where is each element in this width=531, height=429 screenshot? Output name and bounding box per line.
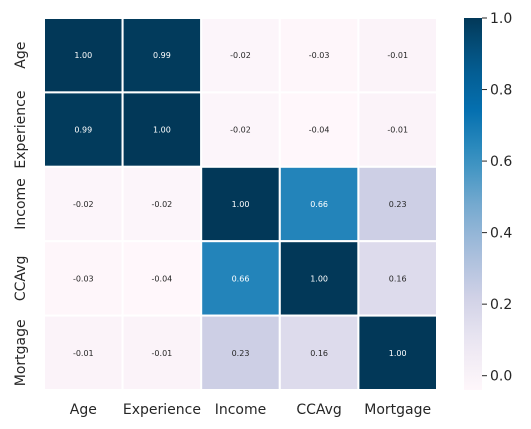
y-tick-label-3: CCAvg	[13, 256, 29, 301]
colorbar: 0.0 0.2 0.4 0.6 0.8 1.0	[464, 11, 512, 390]
colorbar-tick-label-4: 0.8	[490, 83, 512, 99]
x-tick-label-2: Income	[215, 402, 267, 418]
colorbar-gradient	[464, 18, 482, 390]
heatmap-cell-0-1	[121, 17, 203, 94]
heatmap-cell-label-4-4: 1.00	[389, 349, 407, 358]
heatmap-cell-3-4	[357, 240, 438, 317]
heatmap-cell-label-0-4: -0.01	[387, 51, 408, 60]
heatmap-cell-label-0-2: -0.02	[230, 51, 251, 60]
heatmap-cell-label-3-3: 1.00	[310, 274, 328, 283]
heatmap-cell-labels: 1.00 0.99 -0.02 -0.03 -0.01 0.99 1.00 -0.02 -0.0…	[73, 51, 408, 358]
heatmap-cell-label-0-3: -0.03	[309, 51, 330, 60]
heatmap-cell-label-2-1: -0.02	[152, 200, 173, 209]
heatmap-cell-1-0	[43, 91, 124, 168]
heatmap-cell-label-1-4: -0.01	[387, 126, 408, 135]
x-axis: Age Experience Income CCAvg Mortgage	[70, 402, 431, 418]
heatmap-cell-label-3-0: -0.03	[73, 274, 94, 283]
heatmap-cell-2-3	[278, 165, 360, 243]
y-tick-label-1: Experience	[13, 91, 29, 169]
heatmap-cell-label-3-2: 0.66	[232, 274, 250, 283]
heatmap-cell-label-1-2: -0.02	[230, 126, 251, 135]
y-axis: Age Experience Income CCAvg Mortgage	[13, 42, 29, 387]
heatmap-cell-label-2-0: -0.02	[73, 200, 94, 209]
y-tick-label-4: Mortgage	[13, 319, 29, 386]
heatmap-cell-label-4-3: 0.16	[310, 349, 328, 358]
heatmap-cell-label-4-1: -0.01	[152, 349, 173, 358]
heatmap-cell-4-1	[121, 314, 203, 392]
heatmap-cell-label-0-0: 1.00	[74, 51, 92, 60]
y-tick-label-0: Age	[13, 42, 29, 69]
heatmap-cell-4-2	[200, 314, 281, 392]
heatmap-cell-3-0	[43, 240, 124, 317]
heatmap-cell-4-4	[357, 314, 438, 392]
heatmap-cell-label-1-1: 1.00	[153, 126, 171, 135]
heatmap-cell-label-2-3: 0.66	[310, 200, 328, 209]
heatmap-cell-1-4	[357, 91, 438, 168]
heatmap-cell-3-1	[121, 240, 203, 317]
y-tick-label-2: Income	[13, 178, 29, 230]
x-tick-label-1: Experience	[123, 402, 201, 418]
heatmap-cells	[43, 17, 438, 392]
heatmap-cell-label-2-2: 1.00	[232, 200, 250, 209]
x-tick-label-4: Mortgage	[364, 402, 431, 418]
colorbar-tick-label-2: 0.4	[490, 226, 512, 242]
heatmap-cell-label-3-1: -0.04	[152, 274, 173, 283]
heatmap-cell-label-1-3: -0.04	[309, 126, 330, 135]
heatmap-cell-label-2-4: 0.23	[389, 200, 407, 209]
heatmap-cell-4-0	[43, 314, 124, 392]
colorbar-tick-label-5: 1.0	[490, 11, 512, 27]
heatmap-cell-label-4-0: -0.01	[73, 349, 94, 358]
heatmap-cell-label-1-0: 0.99	[74, 126, 92, 135]
x-tick-label-3: CCAvg	[296, 402, 341, 418]
x-tick-label-0: Age	[70, 402, 97, 418]
heatmap-cell-label-4-2: 0.23	[232, 349, 250, 358]
colorbar-tick-label-0: 0.0	[490, 369, 512, 385]
heatmap-cell-2-1	[121, 165, 203, 243]
heatmap-cell-1-2	[200, 91, 281, 168]
colorbar-tick-label-1: 0.2	[490, 297, 512, 313]
heatmap-cell-0-0	[43, 17, 124, 94]
heatmap-cell-label-3-4: 0.16	[389, 274, 407, 283]
heatmap-cell-label-0-1: 0.99	[153, 51, 171, 60]
colorbar-tick-label-3: 0.6	[490, 154, 512, 170]
heatmap-cell-3-2	[200, 240, 281, 317]
heatmap-cell-3-3	[278, 240, 360, 317]
